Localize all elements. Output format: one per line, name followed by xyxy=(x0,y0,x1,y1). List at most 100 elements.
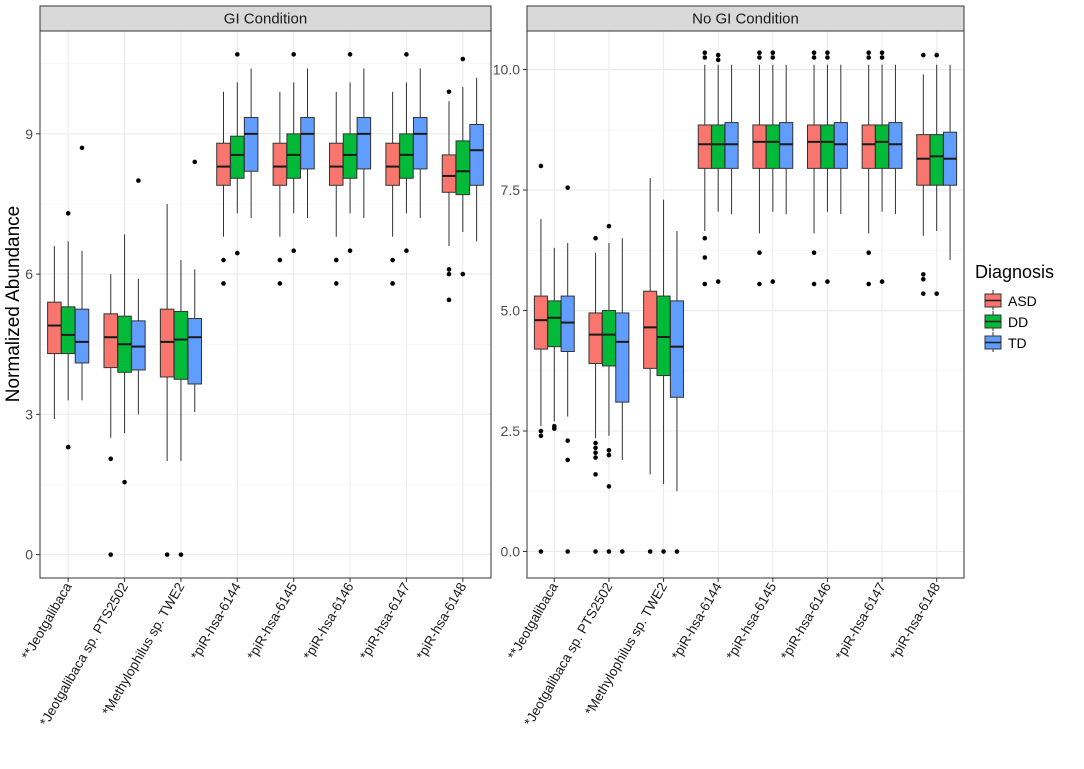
box-td xyxy=(888,64,903,215)
outlier-point xyxy=(921,52,926,58)
outlier-point xyxy=(702,235,708,241)
outlier-point xyxy=(593,440,598,446)
box-td xyxy=(300,68,315,219)
iqr-box xyxy=(669,300,685,398)
outlier-point xyxy=(606,484,612,489)
outlier-point xyxy=(879,279,885,284)
box-dd xyxy=(286,52,301,254)
y-tick-label: 7.5 xyxy=(501,182,521,198)
box-asd xyxy=(643,177,658,554)
outlier-point xyxy=(65,444,71,450)
iqr-box xyxy=(455,140,471,196)
outlier-point xyxy=(647,549,653,554)
iqr-box xyxy=(888,122,903,169)
outlier-point xyxy=(921,291,926,296)
iqr-box xyxy=(615,312,630,403)
iqr-box xyxy=(173,311,189,380)
iqr-box xyxy=(929,134,944,186)
box-td xyxy=(187,159,203,413)
box-td xyxy=(131,178,146,415)
iqr-box xyxy=(230,135,245,179)
x-tick-label: **Jeotgalibaca xyxy=(505,580,561,663)
box-asd xyxy=(272,91,288,286)
outlier-point xyxy=(333,281,339,286)
box-dd xyxy=(875,50,890,284)
outlier-point xyxy=(770,279,776,284)
iqr-box xyxy=(187,318,203,385)
box-asd xyxy=(47,246,62,420)
outlier-point xyxy=(593,235,598,241)
outlier-point xyxy=(235,250,240,256)
box-td xyxy=(243,68,259,219)
y-tick-label: 3 xyxy=(25,406,33,422)
outlier-point xyxy=(620,549,625,554)
outlier-point xyxy=(757,50,762,55)
iqr-box xyxy=(588,312,603,365)
y-tick-label: 0.0 xyxy=(501,543,521,559)
outlier-point xyxy=(79,145,85,151)
outlier-point xyxy=(446,89,452,95)
box-td xyxy=(560,185,575,554)
outlier-point xyxy=(674,549,680,554)
y-tick-label: 0 xyxy=(25,547,33,563)
x-tick-label: *piR-hsa-6145 xyxy=(244,580,300,662)
iqr-box xyxy=(820,124,835,169)
outlier-point xyxy=(446,297,452,303)
x-tick-label: *piR-hsa-6144 xyxy=(188,580,244,663)
outlier-point xyxy=(593,455,598,460)
box-asd xyxy=(697,50,712,287)
outlier-point xyxy=(136,178,141,183)
box-td xyxy=(669,231,685,554)
iqr-box xyxy=(243,116,259,172)
iqr-box xyxy=(469,124,484,186)
legend: Diagnosis ASD DD TD xyxy=(975,262,1054,352)
outlier-point xyxy=(178,552,184,557)
box-td xyxy=(74,145,90,401)
iqr-box xyxy=(547,300,562,348)
outlier-point xyxy=(825,50,830,55)
outlier-point xyxy=(390,257,395,263)
legend-title: Diagnosis xyxy=(975,262,1054,282)
outlier-point xyxy=(811,281,817,287)
iqr-box xyxy=(861,124,876,169)
legend-key-asd xyxy=(984,290,1002,310)
outlier-point xyxy=(221,257,226,263)
outlier-point xyxy=(235,52,240,57)
outlier-point xyxy=(866,55,871,60)
box-dd xyxy=(601,223,616,554)
iqr-box xyxy=(533,295,548,350)
box-td xyxy=(356,68,372,219)
iqr-box xyxy=(342,133,358,179)
panel-border xyxy=(526,30,965,579)
outlier-point xyxy=(538,433,544,439)
outlier-point xyxy=(811,50,817,55)
facet-strip xyxy=(39,5,492,32)
x-tick-label: *piR-hsa-6148 xyxy=(887,580,943,662)
outlier-point xyxy=(593,472,598,477)
box-td xyxy=(615,238,630,554)
outlier-point xyxy=(825,279,830,284)
box-dd xyxy=(711,52,726,284)
iqr-box xyxy=(601,310,616,367)
box-asd xyxy=(861,50,876,287)
outlier-point xyxy=(460,271,466,277)
outlier-point xyxy=(866,50,871,55)
outlier-point xyxy=(879,50,885,55)
outlier-point xyxy=(825,55,830,60)
y-tick-label: 9 xyxy=(25,126,33,142)
legend-label: TD xyxy=(1008,335,1027,351)
outlier-point xyxy=(404,52,409,57)
y-tick-label: 6 xyxy=(25,266,33,282)
x-tick-label: *piR-hsa-6146 xyxy=(778,580,834,662)
box-td xyxy=(833,64,848,215)
legend-label: DD xyxy=(1008,314,1028,330)
outlier-point xyxy=(715,279,721,284)
x-tick-label: *piR-hsa-6148 xyxy=(413,580,469,662)
box-td xyxy=(412,68,428,219)
box-td xyxy=(779,64,794,215)
outlier-point xyxy=(277,257,283,263)
iqr-box xyxy=(159,308,175,378)
iqr-box xyxy=(724,122,739,169)
outlier-point xyxy=(702,255,708,260)
outlier-point xyxy=(606,447,612,453)
